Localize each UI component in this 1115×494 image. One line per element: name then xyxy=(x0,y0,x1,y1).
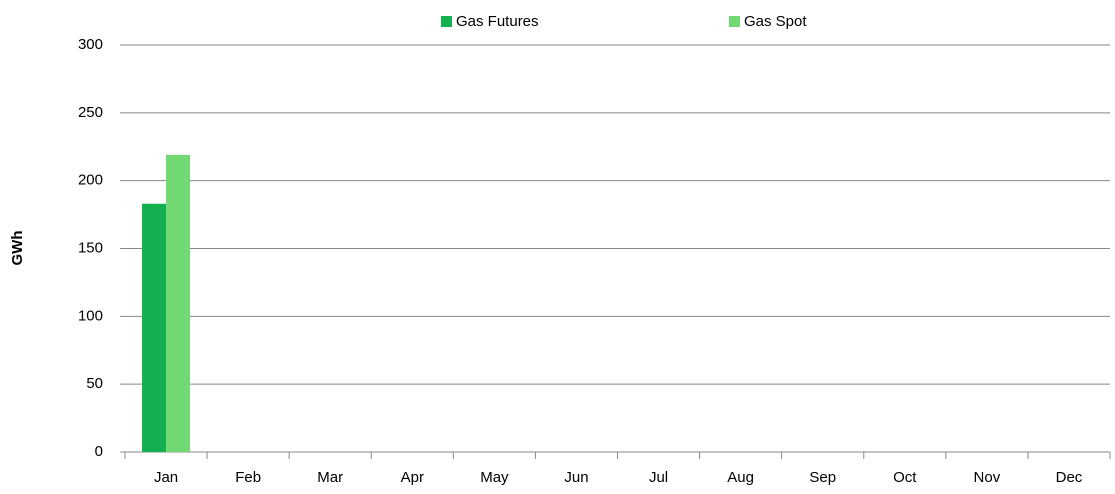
bar xyxy=(142,203,167,452)
x-tick-label: Nov xyxy=(974,469,1001,486)
y-tick-label: 150 xyxy=(78,239,103,256)
bar xyxy=(166,154,191,452)
legend-label: Gas Spot xyxy=(744,13,807,30)
y-tick-label: 50 xyxy=(86,375,103,392)
y-tick-label: 200 xyxy=(78,172,103,189)
y-tick-label: 300 xyxy=(78,36,103,53)
legend-label: Gas Futures xyxy=(456,13,539,30)
x-tick-label: Mar xyxy=(317,469,343,486)
x-tick-label: Sep xyxy=(809,469,836,486)
x-tick-label: Feb xyxy=(235,469,261,486)
y-tick-label: 250 xyxy=(78,104,103,121)
y-axis-label: GWh xyxy=(9,231,26,266)
y-tick-label: 100 xyxy=(78,307,103,324)
y-tick-label: 0 xyxy=(95,443,103,460)
legend-swatch xyxy=(729,16,740,27)
x-tick-label: Aug xyxy=(727,469,754,486)
x-tick-label: May xyxy=(480,469,509,486)
x-tick-label: Oct xyxy=(893,469,917,486)
x-tick-label: Jul xyxy=(649,469,668,486)
legend-swatch xyxy=(441,16,452,27)
x-tick-label: Dec xyxy=(1056,469,1083,486)
x-tick-label: Apr xyxy=(401,469,424,486)
x-tick-label: Jun xyxy=(564,469,588,486)
x-tick-label: Jan xyxy=(154,469,178,486)
